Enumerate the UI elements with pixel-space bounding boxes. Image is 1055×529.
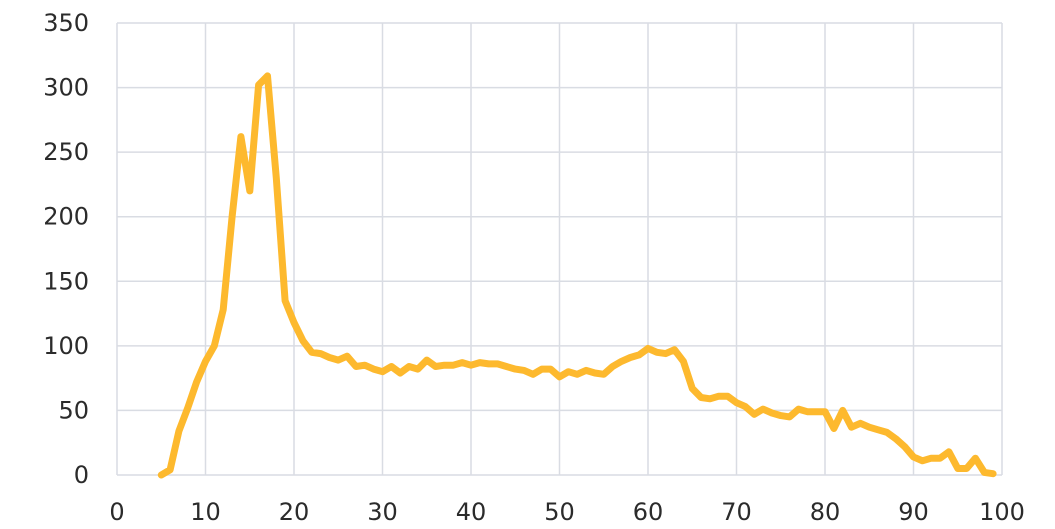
x-tick-label: 20 (279, 498, 310, 526)
x-tick-label: 30 (367, 498, 398, 526)
x-tick-label: 40 (456, 498, 487, 526)
x-tick-label: 90 (898, 498, 929, 526)
y-tick-label: 50 (58, 396, 89, 424)
y-grid-lines (117, 22, 1002, 476)
x-tick-label: 100 (979, 498, 1025, 526)
x-tick-label: 60 (633, 498, 664, 526)
x-tick-label: 0 (109, 498, 124, 526)
series-line (157, 72, 997, 479)
y-tick-label: 300 (43, 74, 89, 102)
x-tick-label: 10 (190, 498, 221, 526)
y-tick-label: 150 (43, 267, 89, 295)
y-tick-label: 200 (43, 203, 89, 231)
x-tick-label: 70 (721, 498, 752, 526)
series-layer (157, 72, 997, 479)
x-axis-tick-labels: 0 10 20 30 40 50 60 70 80 90 100 (109, 498, 1025, 526)
x-grid-lines (116, 23, 1003, 475)
x-tick-label: 50 (544, 498, 575, 526)
y-tick-label: 100 (43, 332, 89, 360)
y-tick-label: 350 (43, 9, 89, 37)
y-axis-tick-labels: 0 50 100 150 200 250 300 350 (43, 9, 89, 489)
y-tick-label: 250 (43, 138, 89, 166)
y-tick-label: 0 (74, 461, 89, 489)
x-tick-label: 80 (810, 498, 841, 526)
